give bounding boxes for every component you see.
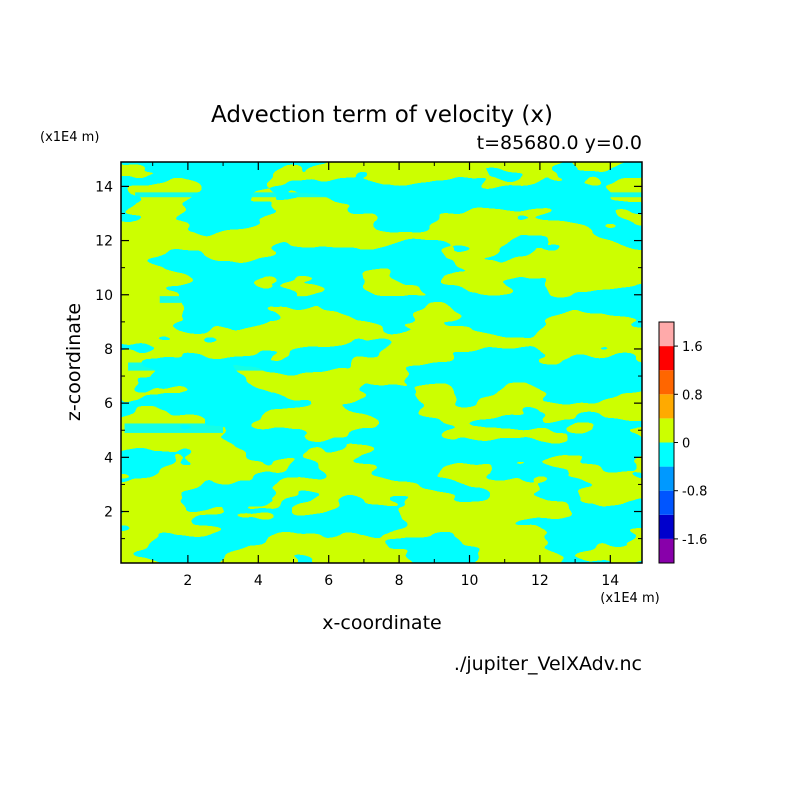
colorbar-swatch <box>659 466 674 491</box>
x-tick-label: 14 <box>601 573 619 589</box>
y-tick-label: 14 <box>95 179 113 195</box>
y-unit-label: (x1E4 m) <box>40 130 99 145</box>
y-axis-label: z-coordinate <box>63 303 85 421</box>
colorbar <box>659 322 674 563</box>
x-tick-label: 8 <box>395 573 404 589</box>
colorbar-label: -1.6 <box>682 533 707 548</box>
colorbar-label: 1.6 <box>682 340 703 355</box>
chart-title: Advection term of velocity (x) <box>211 102 553 128</box>
chart-subtitle: t=85680.0 y=0.0 <box>477 132 642 154</box>
plot-frame <box>120 161 643 564</box>
field-bands <box>124 192 642 433</box>
y-tick-label: 8 <box>104 342 113 358</box>
x-axis-label: x-coordinate <box>322 612 441 634</box>
colorbar-swatch <box>659 538 674 563</box>
y-tick-label: 12 <box>95 234 113 250</box>
y-tick-label: 6 <box>104 396 113 412</box>
x-tick-label: 4 <box>254 573 263 589</box>
field-band <box>159 296 329 303</box>
axis-ticks <box>121 162 642 563</box>
field-band <box>124 423 224 433</box>
y-tick-label: 2 <box>104 505 113 521</box>
x-tick-label: 6 <box>324 573 333 589</box>
source-file-label: ./jupiter_VelXAdv.nc <box>454 653 642 675</box>
field-band <box>128 362 294 371</box>
colorbar-swatch <box>659 490 674 515</box>
colorbar-swatch <box>659 442 674 467</box>
y-tick-labels: 2 4 6 8 10 12 14 <box>95 179 113 520</box>
x-tick-label: 2 <box>183 573 192 589</box>
colorbar-swatch <box>659 346 674 371</box>
x-tick-label: 10 <box>461 573 479 589</box>
colorbar-label: -0.8 <box>682 485 707 500</box>
colorbar-label: 0.8 <box>682 388 703 403</box>
y-tick-label: 10 <box>95 288 113 304</box>
plot-area <box>121 162 642 563</box>
y-tick-label: 4 <box>104 450 113 466</box>
colorbar-swatch <box>659 514 674 539</box>
colorbar-swatch <box>659 370 674 395</box>
colorbar-labels: 1.6 0.8 0 -0.8 -1.6 <box>674 340 707 548</box>
colorbar-swatch <box>659 394 674 419</box>
x-tick-label: 12 <box>531 573 549 589</box>
x-tick-labels: 2 4 6 8 10 12 14 <box>183 573 619 589</box>
colorbar-label: 0 <box>682 437 690 452</box>
field-band <box>135 192 642 198</box>
x-unit-label: (x1E4 m) <box>600 591 659 606</box>
colorbar-swatch <box>659 322 674 347</box>
colorbar-swatch <box>659 418 674 443</box>
